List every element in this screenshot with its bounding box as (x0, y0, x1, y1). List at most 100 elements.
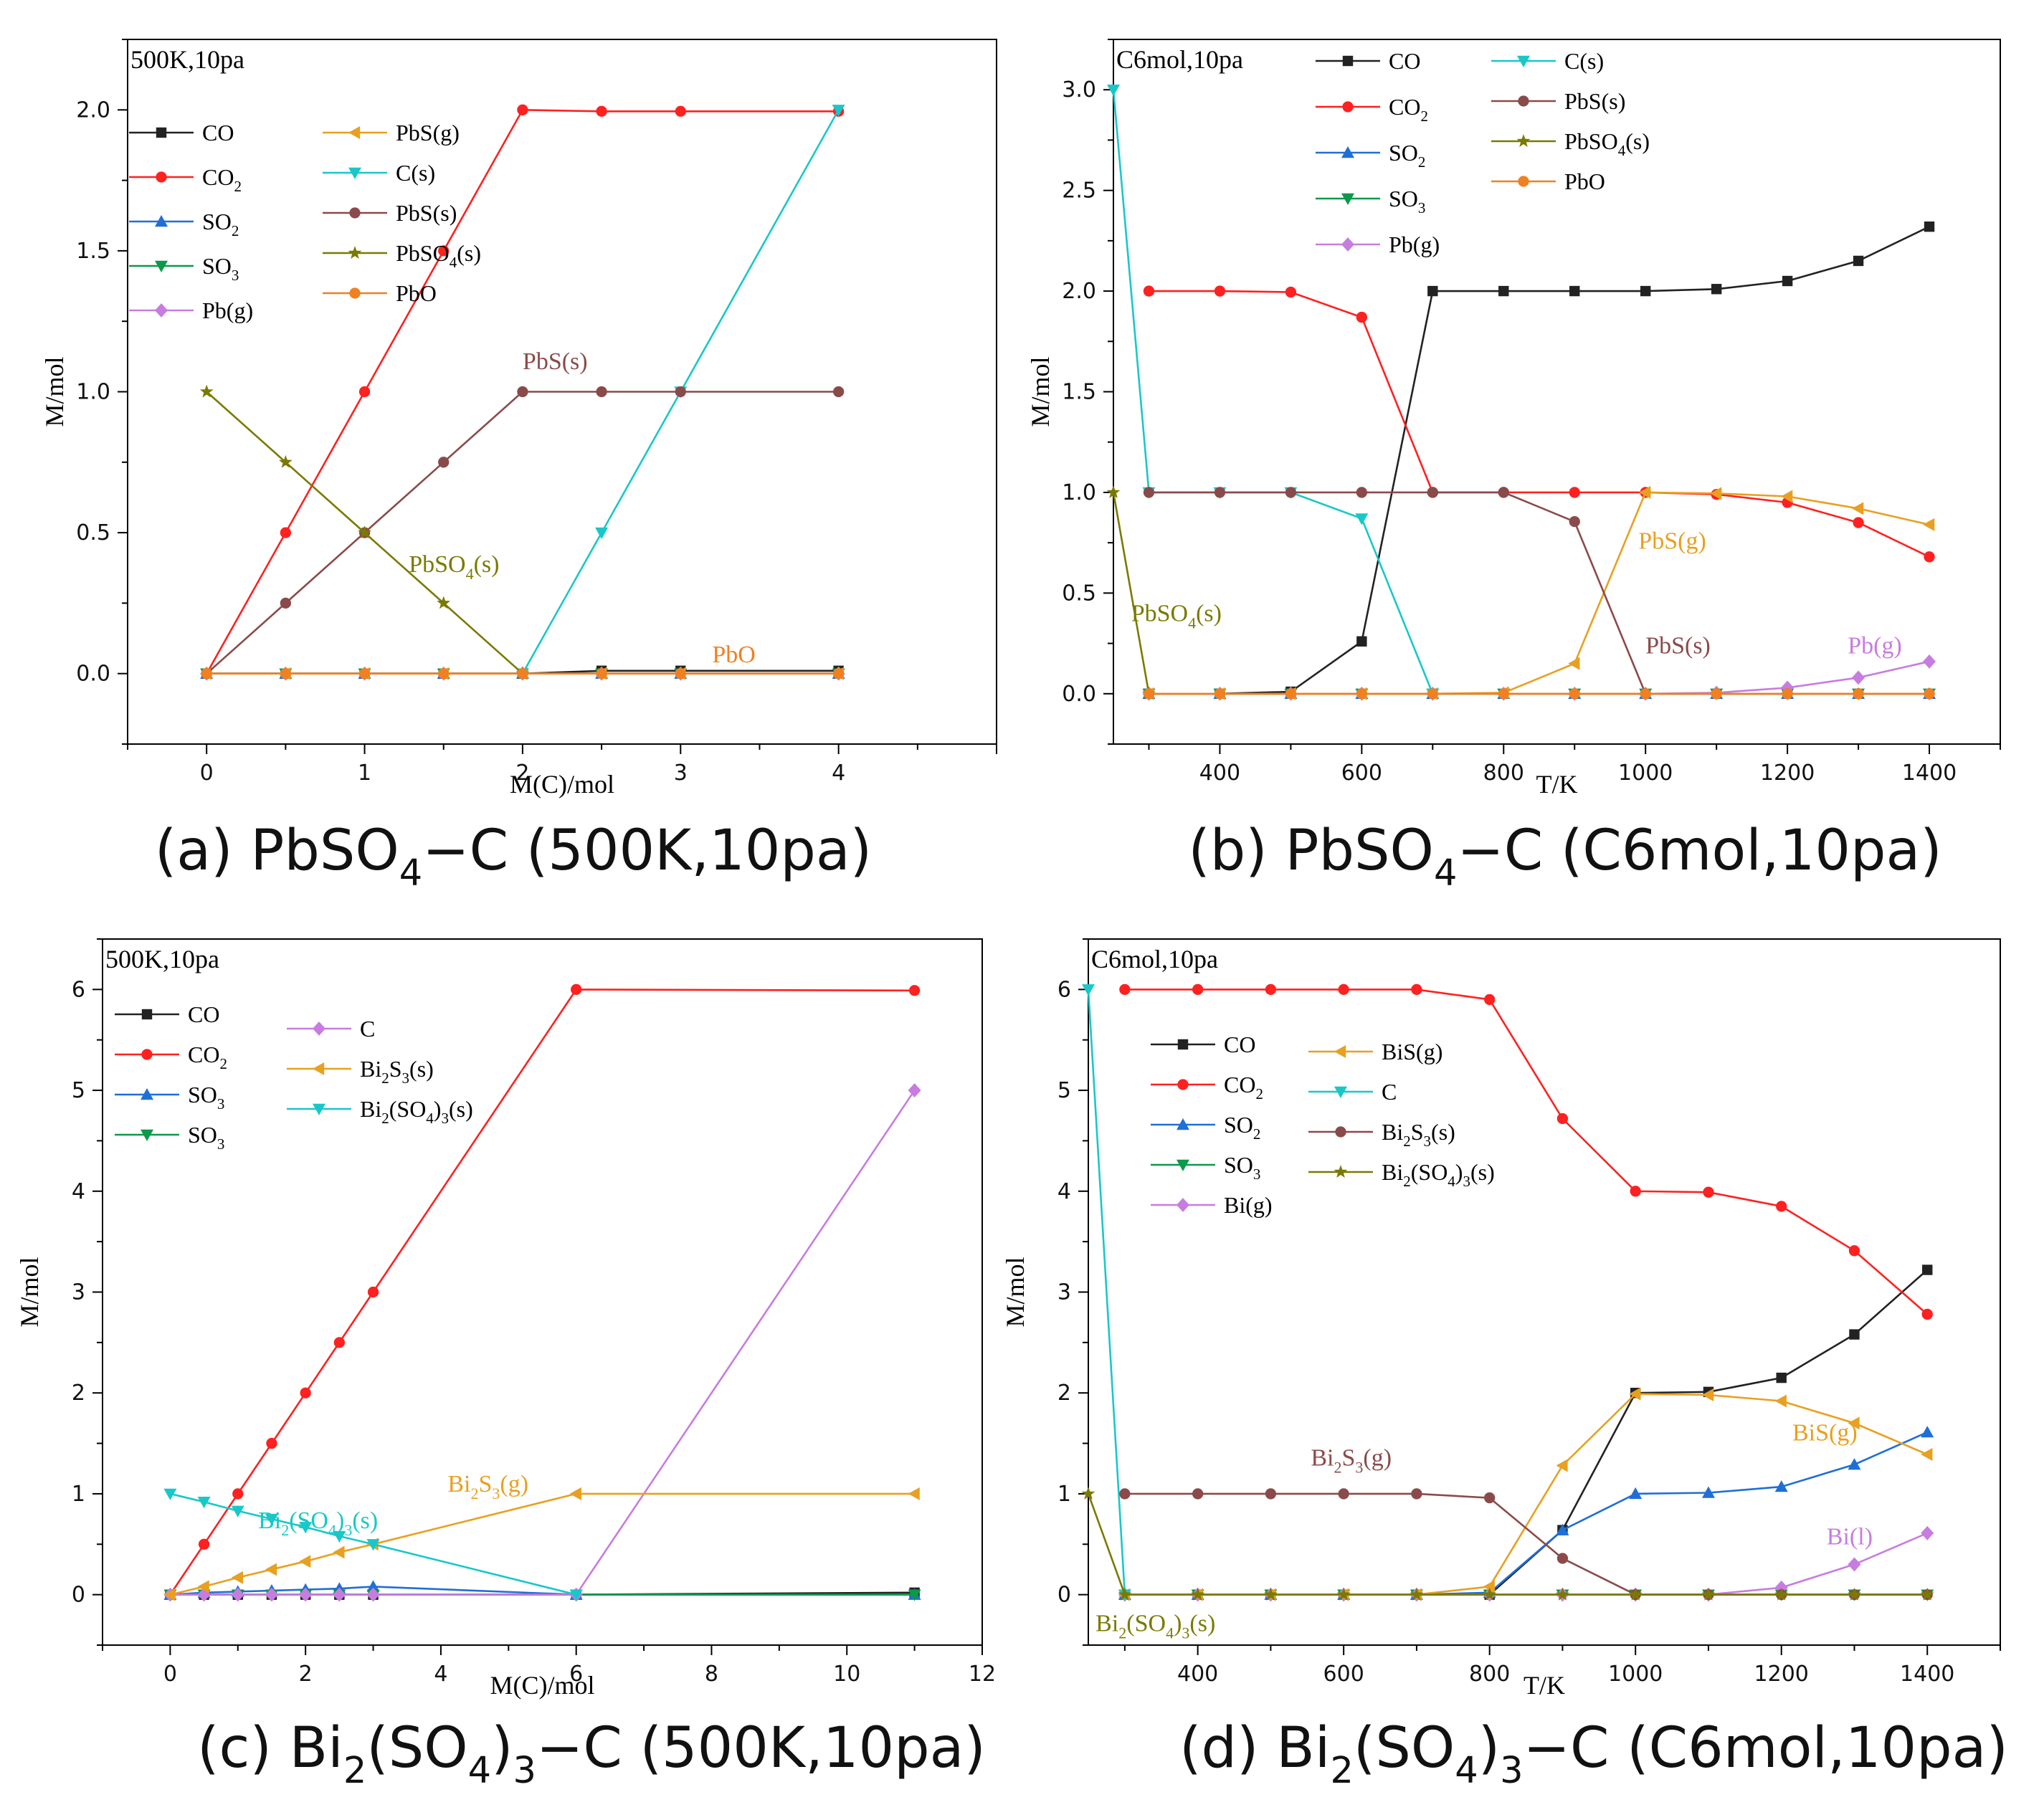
y-tick-label: 3.0 (1062, 77, 1096, 103)
series-line (1112, 492, 1150, 695)
data-point (1119, 983, 1131, 996)
data-point (832, 668, 845, 680)
y-tick-label: 3 (72, 1280, 85, 1305)
legend-item: SO3 (129, 253, 239, 284)
y-tick-label: 0 (72, 1583, 85, 1608)
y-tick-label: 2.5 (1062, 178, 1096, 204)
data-point (299, 1587, 313, 1602)
data-point (1781, 490, 1793, 503)
data-point (1427, 285, 1438, 297)
data-point (1848, 1416, 1860, 1430)
legend-label: SO3 (188, 1082, 224, 1113)
data-point (1924, 688, 1935, 700)
data-point (1484, 994, 1496, 1006)
legend-marker (141, 1088, 153, 1100)
legend-marker (313, 1062, 325, 1075)
data-point (1782, 275, 1793, 287)
series-line (206, 391, 839, 675)
y-tick-label: 0.0 (1062, 682, 1096, 707)
data-point (199, 384, 214, 398)
data-point (1920, 1587, 1934, 1601)
legend-marker (1334, 1086, 1347, 1098)
data-point (1483, 1587, 1497, 1601)
series-bi2-so4-3-s- (163, 1488, 583, 1601)
chart-panel-b: 400 600 800 1000 1200 1400 0.0 0.5 1.0 1.5 2.0 2.5 3… (1026, 39, 2001, 799)
y-tick-label: 4 (1057, 1179, 1071, 1204)
data-point (333, 1587, 346, 1602)
x-tick-label: 600 (1323, 1662, 1364, 1687)
data-point (1498, 285, 1509, 297)
data-point (908, 1083, 921, 1097)
x-axis-title: T/K (1524, 1671, 1565, 1700)
legend-marker (348, 126, 361, 139)
data-point (1107, 85, 1120, 97)
data-point (163, 1588, 176, 1601)
legend-label: Bi2S3(s) (1382, 1119, 1455, 1150)
x-tick-label: 4 (434, 1662, 447, 1687)
legend-item: BiS(g) (1308, 1039, 1442, 1064)
legend-marker (155, 215, 168, 227)
legend-label: SO3 (1389, 186, 1425, 216)
legend-item: SO2 (1151, 1112, 1260, 1143)
legend-item: C(s) (323, 160, 435, 186)
series-line (1087, 989, 1126, 1595)
legend-marker (1177, 1039, 1189, 1050)
data-point (569, 1589, 583, 1601)
data-point (1774, 1394, 1787, 1408)
data-point (1556, 1113, 1569, 1125)
data-point (1214, 487, 1226, 498)
data-point (366, 1580, 380, 1592)
legend-item: Pb(g) (129, 297, 253, 323)
legend-marker (1177, 1118, 1189, 1130)
legend-marker (1177, 1079, 1189, 1090)
data-point (1853, 517, 1864, 528)
legend-item: PbSO4(s) (1491, 128, 1650, 159)
data-point (438, 668, 450, 680)
data-point (1338, 1488, 1349, 1500)
legend-item: Bi2S3(s) (1308, 1119, 1455, 1150)
x-tick-label: 12 (969, 1662, 996, 1687)
legend-label: Bi2S3(s) (360, 1056, 434, 1087)
legend-marker (141, 1129, 153, 1141)
data-point (1853, 688, 1864, 700)
data-point (1214, 688, 1226, 700)
data-point (1483, 1580, 1495, 1593)
legend-label: PbO (1564, 168, 1605, 194)
legend-item: PbS(s) (1491, 88, 1625, 114)
legend-label: Bi(g) (1224, 1192, 1273, 1218)
data-point (1192, 983, 1204, 996)
y-tick-label: 6 (72, 977, 85, 1002)
legend-marker (1342, 55, 1354, 67)
data-point (1143, 688, 1155, 700)
legend-item: SO2 (1316, 140, 1425, 171)
legend-marker (348, 167, 361, 179)
data-point (265, 1587, 278, 1602)
condition-label: 500K,10pa (130, 45, 244, 74)
legend-item: SO3 (115, 1122, 224, 1153)
legend-label: CO2 (202, 164, 242, 195)
data-point (1701, 1486, 1715, 1498)
legend-marker (1177, 1159, 1189, 1171)
data-point (358, 525, 371, 539)
data-point (1852, 670, 1865, 685)
legend-marker (156, 171, 167, 183)
legend-marker (156, 127, 167, 138)
legend-item: Pb(g) (1316, 232, 1440, 257)
y-tick-label: 6 (1057, 977, 1071, 1002)
legend-item: SO3 (1316, 186, 1425, 216)
data-point (517, 386, 528, 398)
data-point (517, 668, 528, 680)
data-point (358, 668, 371, 680)
x-tick-label: 0 (163, 1662, 177, 1687)
data-point (231, 1587, 244, 1602)
x-tick-label: 1200 (1760, 761, 1815, 786)
legend-marker (1517, 55, 1530, 67)
legend-label: C(s) (396, 160, 435, 186)
series-line (521, 109, 840, 675)
data-point (198, 1538, 210, 1550)
data-point (1628, 1587, 1643, 1601)
data-point (1569, 516, 1580, 528)
legend-marker (1334, 1165, 1348, 1178)
data-point (367, 1286, 379, 1298)
data-point (1703, 1186, 1714, 1198)
